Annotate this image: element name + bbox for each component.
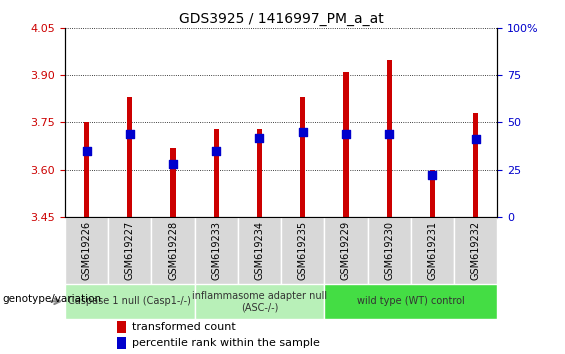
Text: Caspase 1 null (Casp1-/-): Caspase 1 null (Casp1-/-) xyxy=(68,296,191,306)
Point xyxy=(341,131,350,137)
Point xyxy=(255,135,264,140)
Text: GSM619228: GSM619228 xyxy=(168,221,178,280)
Text: GSM619226: GSM619226 xyxy=(81,221,92,280)
FancyBboxPatch shape xyxy=(367,217,411,284)
Point xyxy=(125,131,134,137)
Bar xyxy=(117,321,127,333)
Text: inflammasome adapter null
(ASC-/-): inflammasome adapter null (ASC-/-) xyxy=(192,291,327,312)
Text: GSM619227: GSM619227 xyxy=(125,221,135,280)
Bar xyxy=(171,148,176,217)
Title: GDS3925 / 1416997_PM_a_at: GDS3925 / 1416997_PM_a_at xyxy=(179,12,384,26)
Text: transformed count: transformed count xyxy=(132,322,236,332)
Text: GSM619231: GSM619231 xyxy=(427,221,437,280)
FancyBboxPatch shape xyxy=(151,217,194,284)
Text: GSM619232: GSM619232 xyxy=(471,221,481,280)
FancyBboxPatch shape xyxy=(65,284,194,319)
Bar xyxy=(473,113,478,217)
Bar xyxy=(430,170,435,217)
Bar xyxy=(214,129,219,217)
Text: GSM619234: GSM619234 xyxy=(254,221,264,280)
Point xyxy=(385,131,394,137)
FancyBboxPatch shape xyxy=(281,217,324,284)
Text: GSM619229: GSM619229 xyxy=(341,221,351,280)
FancyBboxPatch shape xyxy=(108,217,151,284)
Bar xyxy=(117,337,127,349)
Bar xyxy=(84,122,89,217)
FancyBboxPatch shape xyxy=(411,217,454,284)
Text: wild type (WT) control: wild type (WT) control xyxy=(357,296,464,306)
Text: genotype/variation: genotype/variation xyxy=(3,294,102,304)
FancyBboxPatch shape xyxy=(194,284,324,319)
Point xyxy=(168,161,177,167)
Bar xyxy=(300,97,305,217)
Point xyxy=(298,129,307,135)
FancyBboxPatch shape xyxy=(454,217,497,284)
FancyBboxPatch shape xyxy=(324,217,367,284)
Point xyxy=(82,148,91,154)
Bar xyxy=(127,97,132,217)
FancyBboxPatch shape xyxy=(238,217,281,284)
Point xyxy=(212,148,221,154)
Point xyxy=(428,172,437,178)
Text: GSM619233: GSM619233 xyxy=(211,221,221,280)
Bar xyxy=(257,129,262,217)
Text: GSM619235: GSM619235 xyxy=(298,221,308,280)
FancyBboxPatch shape xyxy=(194,217,238,284)
Text: GSM619230: GSM619230 xyxy=(384,221,394,280)
FancyBboxPatch shape xyxy=(324,284,497,319)
Bar xyxy=(344,72,349,217)
Bar xyxy=(386,60,392,217)
Point xyxy=(471,137,480,142)
FancyBboxPatch shape xyxy=(65,217,108,284)
Text: percentile rank within the sample: percentile rank within the sample xyxy=(132,338,320,348)
